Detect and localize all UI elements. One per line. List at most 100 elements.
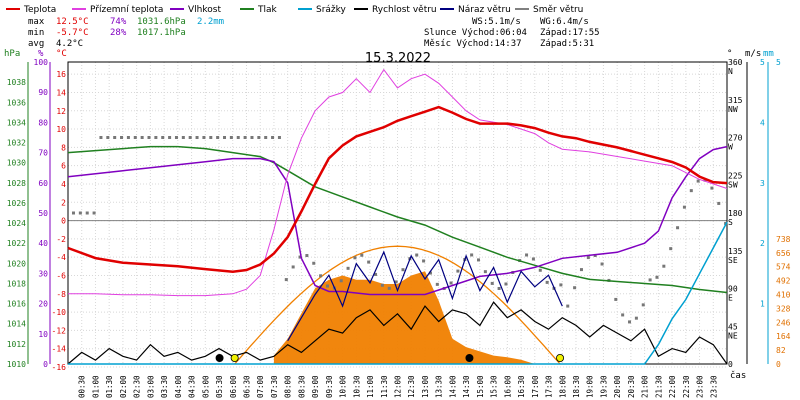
wind-direction-dot	[593, 253, 597, 257]
time-tick-label: 17:30	[545, 375, 554, 398]
time-tick-label: 16:00	[503, 375, 512, 398]
stats-max-rain: 2.2mm	[197, 17, 224, 27]
wind-direction-dot	[202, 136, 206, 139]
moonrise-marker	[465, 353, 474, 362]
wind-direction-dot	[325, 284, 329, 288]
legend-label-0: Teplota	[23, 5, 56, 15]
time-tick-label: 06:00	[229, 375, 238, 398]
ms-axis-title: m/s	[745, 49, 761, 59]
time-tick-label: 06:30	[242, 375, 251, 398]
hpa-tick-label: 1022	[7, 239, 26, 248]
wind-direction-dot	[394, 280, 398, 284]
wind-direction-dot	[456, 269, 460, 273]
time-tick-label: 15:00	[476, 375, 485, 398]
dir-tick-label: 0	[728, 360, 733, 369]
rain-line	[68, 221, 728, 365]
dir-tick-name: N	[728, 67, 733, 76]
wind-direction-dot	[703, 178, 707, 182]
wind-direction-dot	[250, 136, 254, 139]
wind-direction-dot	[161, 136, 165, 139]
temp-tick-label: -16	[52, 363, 67, 372]
time-tick-label: 01:00	[91, 375, 100, 398]
wind-direction-dot	[717, 201, 721, 205]
ms-tick-label: 3	[760, 179, 765, 188]
wind-direction-dot	[573, 286, 577, 290]
dir-tick-label: 315	[728, 96, 743, 105]
wind-direction-dot	[621, 313, 625, 317]
legend-label-7: Směr větru	[533, 5, 583, 15]
legend-label-2: Vlhkost	[188, 5, 221, 15]
time-tick-label: 04:00	[174, 375, 183, 398]
legend: Teplota Přízemní teplota Vlhkost Tlak Srážky…	[6, 5, 583, 15]
wind-direction-dot	[415, 253, 419, 257]
stats-min-label: min	[28, 28, 44, 38]
stats-block: max 12.5°C 74% 1031.6hPa 2.2mm min -5.7°…	[28, 17, 600, 49]
time-tick-label: 12:00	[394, 375, 403, 398]
wind-direction-dot	[319, 274, 323, 278]
legend-label-4: Srážky	[316, 5, 347, 15]
mm-tick-label: 328	[776, 304, 791, 313]
legend-label-6: Náraz větru	[458, 5, 511, 15]
wind-direction-dot	[71, 211, 75, 215]
moonset-marker	[215, 353, 224, 362]
pct-tick-label: 60	[38, 179, 48, 188]
wind-direction-dot	[710, 186, 714, 190]
time-tick-label: 22:00	[668, 375, 677, 398]
pct-tick-label: 100	[34, 58, 49, 67]
stats-avg-label: avg	[28, 39, 44, 49]
wind-direction-dot	[85, 211, 89, 215]
wind-direction-dot	[387, 286, 391, 290]
pct-tick-label: 90	[38, 88, 48, 97]
temp-tick-label: 16	[56, 70, 66, 79]
stats-ws: WS:5.1m/s	[472, 17, 521, 27]
dir-tick-name: NW	[728, 105, 738, 114]
temp-tick-label: 2	[61, 198, 66, 207]
wind-direction-dot	[305, 254, 309, 258]
time-tick-label: 14:30	[462, 375, 471, 398]
mm-tick-label: 246	[776, 318, 791, 327]
time-tick-label: 10:00	[339, 375, 348, 398]
time-tick-label: 02:00	[119, 375, 128, 398]
wind-direction-dot	[676, 226, 680, 230]
pct-tick-label: 40	[38, 239, 48, 248]
dir-tick-name: NE	[728, 331, 738, 340]
wind-direction-dot	[257, 136, 261, 139]
wind-direction-dot	[538, 268, 542, 272]
time-tick-label: 21:00	[641, 375, 650, 398]
wind-direction-dot	[634, 316, 638, 320]
wind-speed-line	[67, 301, 728, 365]
ms-tick-label: 1	[760, 300, 765, 309]
wind-direction-dot	[236, 136, 240, 139]
wind-direction-dot	[353, 256, 357, 260]
dir-tick-name: SE	[728, 256, 738, 265]
wind-direction-dot	[168, 136, 172, 139]
time-tick-label: 19:00	[586, 375, 595, 398]
wind-direction-dot	[401, 268, 405, 272]
wind-direction-dot	[140, 136, 144, 139]
wind-direction-dot	[696, 179, 700, 183]
grid	[67, 62, 728, 368]
time-tick-label: 08:00	[284, 375, 293, 398]
time-tick-label: 15:30	[490, 375, 499, 398]
stats-avg-temp: 4.2°C	[56, 39, 83, 49]
hpa-tick-label: 1018	[7, 279, 26, 288]
pct-tick-label: 80	[38, 118, 48, 127]
time-tick-label: 11:30	[380, 375, 389, 398]
wind-direction-dot	[566, 304, 570, 308]
mm-tick-label: 82	[776, 346, 786, 355]
pct-tick-label: 70	[38, 149, 48, 158]
mm-tick-label: 656	[776, 249, 791, 258]
hpa-tick-label: 1030	[7, 159, 26, 168]
wind-direction-dot	[223, 136, 227, 139]
axes: 1038103610341032103010281026102410221020…	[7, 58, 791, 398]
pct-axis-title: %	[38, 49, 44, 59]
time-tick-label: 11:00	[366, 375, 375, 398]
wind-direction-dot	[504, 282, 508, 286]
dir-tick-label: 225	[728, 171, 743, 180]
pct-tick-label: 30	[38, 269, 48, 278]
wind-direction-dot	[682, 205, 686, 209]
wind-direction-dot	[470, 253, 474, 257]
stats-max-press: 1031.6hPa	[137, 17, 186, 27]
